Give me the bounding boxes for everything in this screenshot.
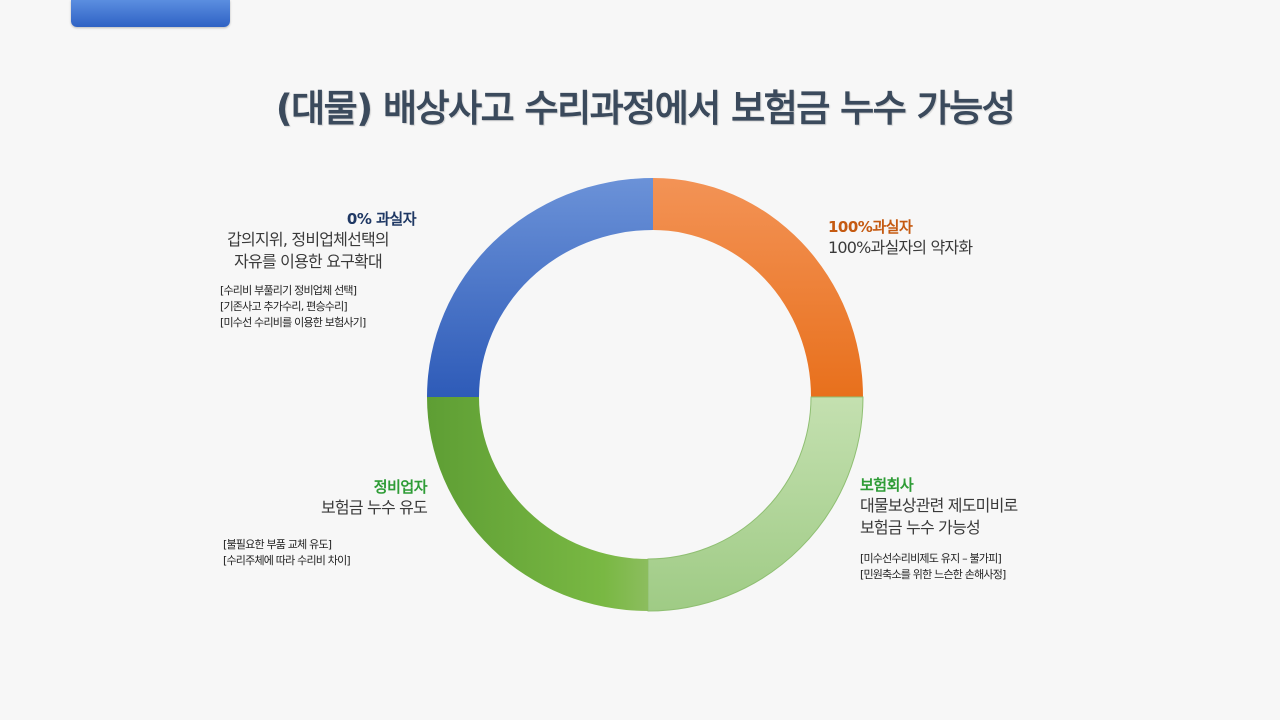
quadrant-full-fault: 100%과실자 100%과실자의 약자화: [828, 218, 1128, 259]
quadrant-zero-fault: 0% 과실자 갑의지위, 정비업체선택의 자유를 이용한 요구확대 [수리비 부…: [190, 210, 426, 331]
segment-insurer: [647, 396, 864, 612]
segment-repair-shop: [427, 397, 648, 611]
quadrant-repair-shop: 정비업자 보험금 누수 유도 [불필요한 부품 교체 유도] [수리주체에 따라…: [200, 478, 428, 569]
repair-shop-note: [수리주체에 따라 수리비 차이]: [223, 553, 351, 567]
insurer-note: [민원축소를 위한 느슨한 손해사정]: [860, 567, 1006, 581]
insurer-heading: 보험회사: [860, 476, 914, 494]
segment-zero-fault: [427, 178, 653, 397]
page-title: (대물) 배상사고 수리과정에서 보험금 누수 가능성: [275, 87, 1016, 130]
repair-shop-desc: 보험금 누수 유도: [320, 497, 428, 517]
segment-full-fault: [653, 178, 863, 397]
zero-fault-desc-2: 자유를 이용한 요구확대: [234, 251, 383, 271]
full-fault-heading: 100%과실자: [828, 218, 913, 236]
insurer-note: [미수선수리비제도 유지 – 불가피]: [860, 551, 1002, 565]
zero-fault-note: [미수선 수리비를 이용한 보험사기]: [220, 315, 366, 329]
insurer-desc-1: 대물보상관련 제도미비로: [860, 495, 1018, 515]
quadrant-insurer: 보험회사 대물보상관련 제도미비로 보험금 누수 가능성 [미수선수리비제도 유…: [860, 476, 1120, 583]
zero-fault-note: [수리비 부풀리기 정비업체 선택]: [220, 283, 357, 297]
full-fault-desc: 100%과실자의 약자화: [828, 237, 973, 257]
top-tab-decoration: [71, 0, 230, 27]
zero-fault-note: [기존사고 추가수리, 편승수리]: [220, 299, 348, 313]
repair-shop-note: [불필요한 부품 교체 유도]: [223, 537, 332, 551]
insurer-desc-2: 보험금 누수 가능성: [860, 517, 981, 537]
zero-fault-desc-1: 갑의지위, 정비업체선택의: [227, 229, 390, 249]
repair-shop-heading: 정비업자: [373, 478, 428, 496]
zero-fault-heading: 0% 과실자: [346, 210, 417, 228]
